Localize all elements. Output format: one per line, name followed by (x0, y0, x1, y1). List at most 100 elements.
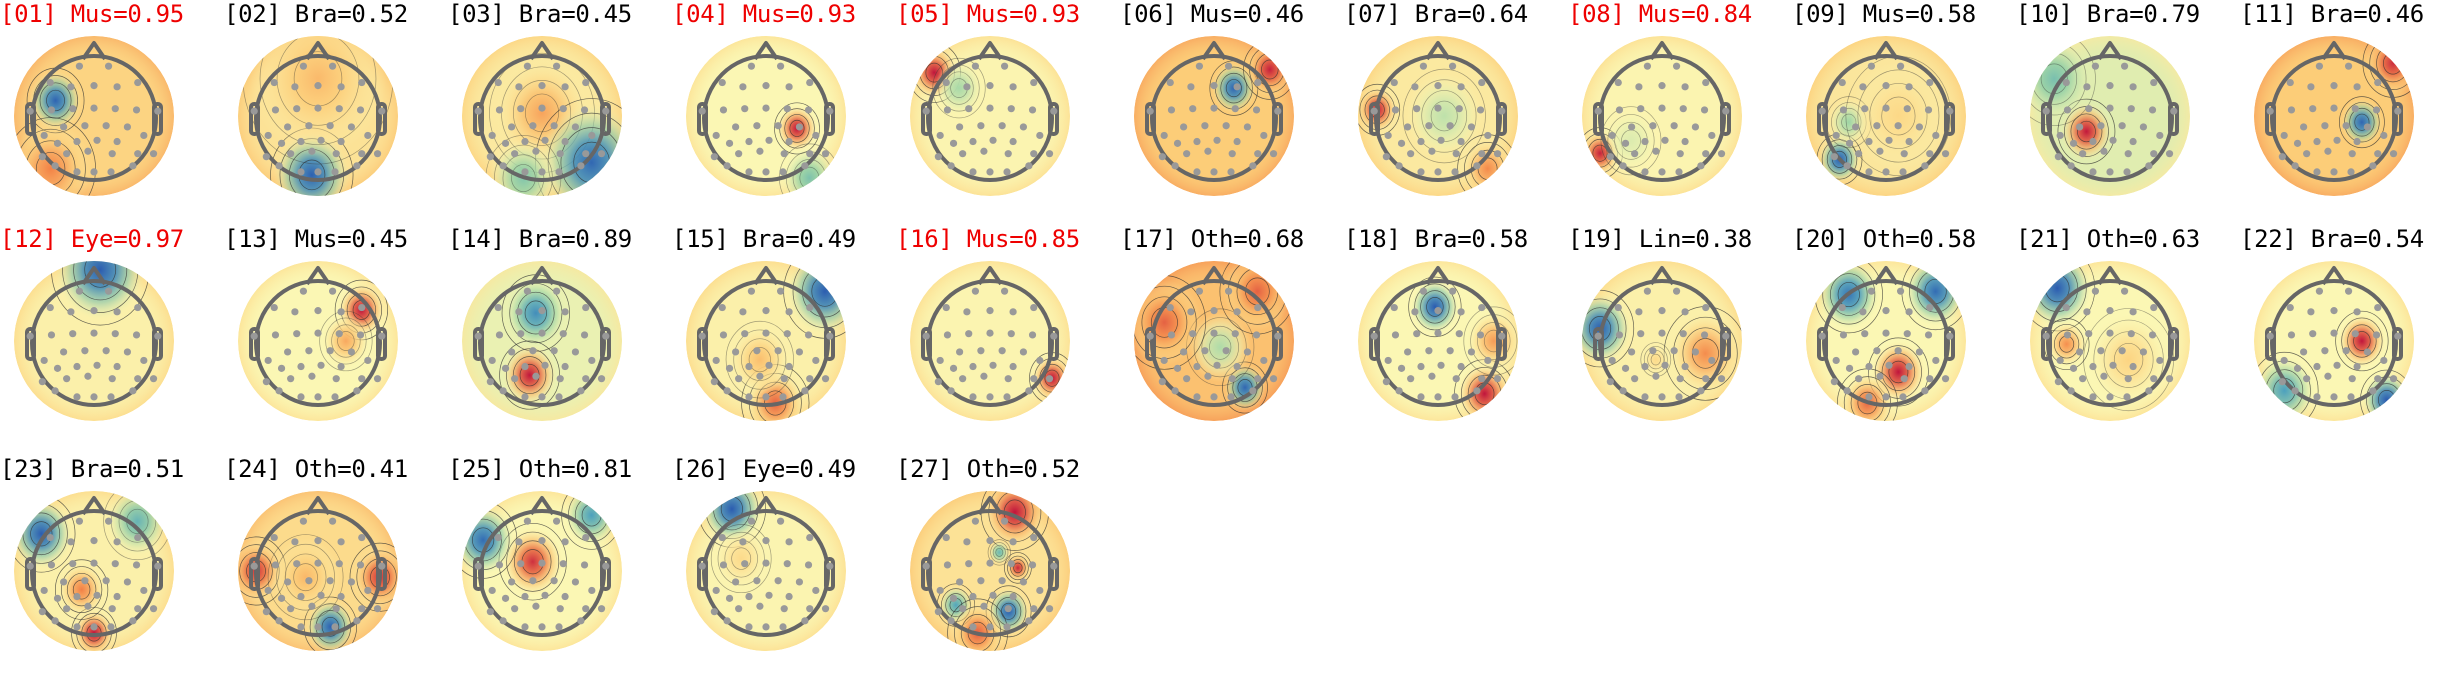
topomap-field (910, 261, 1070, 421)
component-cell: [24] Oth=0.41 (224, 455, 448, 680)
topomap (680, 485, 852, 657)
component-label: [01] Mus=0.95 (0, 0, 184, 28)
topomap (1800, 30, 1972, 202)
component-cell: [25] Oth=0.81 (448, 455, 672, 680)
head-outline (921, 266, 1059, 407)
topomap (1800, 255, 1972, 427)
electrode-markers (2042, 62, 2178, 176)
component-cell: [14] Bra=0.89 (448, 225, 672, 450)
component-label: [15] Bra=0.49 (672, 225, 856, 253)
electrode-markers (1818, 62, 1954, 176)
electrode-markers (1594, 62, 1730, 176)
topomap (1576, 255, 1748, 427)
head-outline (473, 496, 611, 637)
component-cell: [16] Mus=0.85 (896, 225, 1120, 450)
component-cell: [10] Bra=0.79 (2016, 0, 2240, 225)
topomap-field (1582, 261, 1742, 421)
topomap (456, 485, 628, 657)
topomap (1576, 30, 1748, 202)
component-label: [25] Oth=0.81 (448, 455, 632, 483)
head-outline (1145, 41, 1283, 182)
electrode-markers (250, 287, 386, 401)
electrode-markers (698, 287, 834, 401)
head-outline (249, 266, 387, 407)
component-label: [08] Mus=0.84 (1568, 0, 1752, 28)
component-cell: [22] Bra=0.54 (2240, 225, 2438, 450)
head-outline (1593, 41, 1731, 182)
electrode-markers (474, 517, 610, 631)
component-cell: [23] Bra=0.51 (0, 455, 224, 680)
component-label: [14] Bra=0.89 (448, 225, 632, 253)
component-cell: [05] Mus=0.93 (896, 0, 1120, 225)
topomap (8, 30, 180, 202)
topomap (232, 255, 404, 427)
electrode-markers (2042, 287, 2178, 401)
electrode-markers (26, 517, 162, 631)
component-label: [27] Oth=0.52 (896, 455, 1080, 483)
electrode-markers (250, 62, 386, 176)
topomap-field (910, 491, 1070, 651)
topomap-field (1582, 36, 1742, 196)
topomap (904, 485, 1076, 657)
component-cell: [27] Oth=0.52 (896, 455, 1120, 680)
electrode-markers (26, 62, 162, 176)
component-label: [19] Lin=0.38 (1568, 225, 1752, 253)
component-label: [10] Bra=0.79 (2016, 0, 2200, 28)
component-label: [07] Bra=0.64 (1344, 0, 1528, 28)
topomap-field (686, 261, 846, 421)
topomap (680, 30, 852, 202)
topomap-field (1806, 261, 1966, 421)
head-outline (697, 496, 835, 637)
electrode-markers (2266, 287, 2402, 401)
electrode-markers (922, 287, 1058, 401)
head-outline (697, 266, 835, 407)
component-cell: [18] Bra=0.58 (1344, 225, 1568, 450)
component-label: [16] Mus=0.85 (896, 225, 1080, 253)
electrode-markers (474, 287, 610, 401)
component-cell: [15] Bra=0.49 (672, 225, 896, 450)
head-outline (1369, 41, 1507, 182)
component-cell: [01] Mus=0.95 (0, 0, 224, 225)
topomap-field (2030, 261, 2190, 421)
component-cell: [21] Oth=0.63 (2016, 225, 2240, 450)
component-cell: [12] Eye=0.97 (0, 225, 224, 450)
electrode-markers (1146, 62, 1282, 176)
component-label: [11] Bra=0.46 (2240, 0, 2424, 28)
head-outline (921, 41, 1059, 182)
component-label: [18] Bra=0.58 (1344, 225, 1528, 253)
component-label: [12] Eye=0.97 (0, 225, 184, 253)
head-outline (1593, 266, 1731, 407)
electrode-markers (250, 517, 386, 631)
component-label: [13] Mus=0.45 (224, 225, 408, 253)
topomap-field (238, 491, 398, 651)
component-cell: [13] Mus=0.45 (224, 225, 448, 450)
head-outline (473, 266, 611, 407)
component-label: [20] Oth=0.58 (1792, 225, 1976, 253)
component-label: [24] Oth=0.41 (224, 455, 408, 483)
head-outline (473, 41, 611, 182)
electrode-markers (2266, 62, 2402, 176)
topomap-field (14, 36, 174, 196)
component-cell: [06] Mus=0.46 (1120, 0, 1344, 225)
component-label: [02] Bra=0.52 (224, 0, 408, 28)
head-outline (25, 496, 163, 637)
topomap (8, 485, 180, 657)
topomap-field (686, 36, 846, 196)
head-outline (2265, 41, 2403, 182)
topomap-field (14, 261, 174, 421)
topomap (2248, 30, 2420, 202)
head-outline (25, 266, 163, 407)
topomap (232, 485, 404, 657)
topomap (2248, 255, 2420, 427)
electrode-markers (922, 517, 1058, 631)
electrode-markers (922, 62, 1058, 176)
electrode-markers (474, 62, 610, 176)
topomap-field (910, 36, 1070, 196)
electrode-markers (698, 62, 834, 176)
component-cell: [07] Bra=0.64 (1344, 0, 1568, 225)
component-cell: [02] Bra=0.52 (224, 0, 448, 225)
head-outline (1817, 266, 1955, 407)
component-label: [09] Mus=0.58 (1792, 0, 1976, 28)
topomap (2024, 30, 2196, 202)
